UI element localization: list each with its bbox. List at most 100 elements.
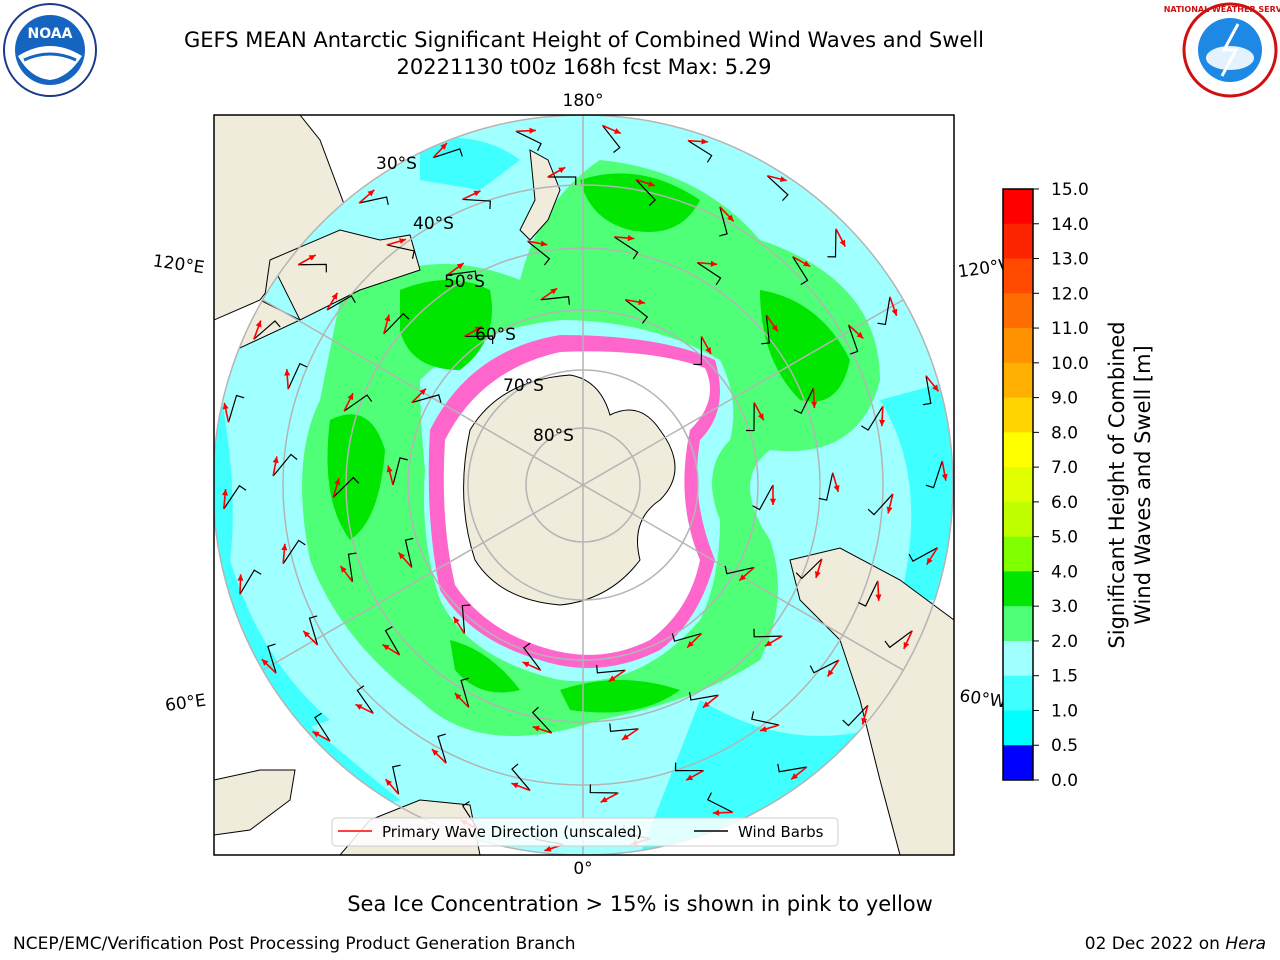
colorbar-tick-label: 0.5 bbox=[1051, 736, 1078, 756]
wind-barb bbox=[326, 294, 356, 311]
colorbar-cell bbox=[1003, 675, 1033, 711]
wind-barb bbox=[877, 296, 891, 326]
colorbar-tick-label: 6.0 bbox=[1051, 493, 1078, 513]
wave-arrow-head bbox=[827, 669, 834, 677]
wind-barb bbox=[383, 312, 410, 335]
wind-barb bbox=[922, 375, 932, 406]
wave-arrow-head bbox=[608, 675, 616, 682]
wind-barb bbox=[752, 484, 774, 511]
wind-barb bbox=[227, 394, 245, 423]
wind-barb bbox=[314, 712, 331, 742]
wind-barb bbox=[602, 125, 621, 153]
colorbar-cells bbox=[1003, 189, 1033, 781]
wave-arrow-head bbox=[926, 557, 933, 565]
wind-barb bbox=[818, 472, 834, 501]
wave-arrow-head bbox=[686, 774, 694, 781]
wind-barb bbox=[462, 198, 491, 210]
wind-barb bbox=[696, 262, 722, 286]
wave-arrow-head bbox=[398, 552, 405, 560]
wind-barb bbox=[359, 196, 389, 205]
colorbar-tick-label: 13.0 bbox=[1051, 250, 1089, 270]
wave-arrow-head bbox=[791, 773, 798, 780]
date-text: 02 Dec 2022 on bbox=[1084, 934, 1220, 954]
wave-arrow-head bbox=[861, 717, 868, 725]
lon-label-60e: 60°E bbox=[164, 691, 207, 716]
lat-label-70s: 70°S bbox=[503, 376, 544, 396]
wave-arrow-head bbox=[453, 616, 460, 624]
wind-barb bbox=[858, 580, 879, 607]
wave-arrow-head bbox=[558, 167, 566, 174]
wave-arrow-head bbox=[638, 299, 646, 306]
wind-barb bbox=[635, 179, 656, 206]
wind-barb bbox=[223, 484, 247, 510]
lat-label-30s: 30°S bbox=[376, 154, 417, 174]
wave-arrow-head bbox=[839, 239, 846, 247]
colorbar-cell bbox=[1003, 606, 1033, 642]
wave-arrow-head bbox=[621, 733, 629, 740]
wave-arrow-head bbox=[856, 331, 864, 339]
wind-barb bbox=[404, 537, 414, 568]
wave-arrow-head bbox=[879, 419, 886, 427]
wind-barb bbox=[347, 552, 357, 583]
lat-label-60s: 60°S bbox=[475, 325, 516, 345]
wave-arrow-head bbox=[803, 260, 811, 267]
wave-arrow-head bbox=[814, 571, 821, 578]
wind-barb bbox=[433, 148, 463, 159]
wave-arrow-head bbox=[347, 393, 354, 401]
legend-wind-label: Wind Barbs bbox=[738, 823, 824, 841]
wind-barb bbox=[384, 626, 401, 656]
wind-barb bbox=[308, 615, 319, 646]
wind-barb bbox=[461, 604, 471, 634]
map-frame bbox=[213, 114, 955, 856]
wave-arrow-head bbox=[431, 749, 439, 756]
wind-barb bbox=[531, 706, 553, 734]
colorbar-tick-label: 7.0 bbox=[1051, 458, 1078, 478]
wave-arrow-head bbox=[303, 630, 310, 638]
colorbar-tick-label: 5.0 bbox=[1051, 528, 1078, 548]
colorbar-tick-label: 1.0 bbox=[1051, 701, 1078, 721]
colorbar-tick-label: 2.0 bbox=[1051, 632, 1078, 652]
wave-arrow-head bbox=[261, 659, 269, 666]
map-legend: Primary Wave Direction (unscaled) Wind B… bbox=[331, 817, 839, 847]
wind-barb bbox=[239, 569, 262, 595]
wind-barb bbox=[392, 457, 408, 486]
wind-barb bbox=[766, 175, 789, 202]
colorbar-tick-label: 9.0 bbox=[1051, 389, 1078, 409]
colorbar-tick-label: 8.0 bbox=[1051, 423, 1078, 443]
wave-arrow-head bbox=[511, 782, 519, 789]
wind-barb bbox=[267, 643, 277, 674]
wind-barb bbox=[464, 335, 494, 345]
colorbar-cell bbox=[1003, 293, 1033, 329]
wind-barb bbox=[777, 763, 807, 773]
lon-label-0: 0° bbox=[573, 859, 592, 879]
wave-arrow-head bbox=[419, 388, 427, 396]
wave-arrow-head bbox=[779, 176, 787, 183]
colorbar-tick-label: 1.5 bbox=[1051, 667, 1078, 687]
wind-barb bbox=[547, 176, 577, 185]
wave-arrow-head bbox=[334, 478, 341, 486]
wave-arrow-head bbox=[272, 456, 279, 464]
colorbar-cell bbox=[1003, 189, 1033, 225]
wave-arrow-head bbox=[600, 796, 608, 803]
legend-wave-label: Primary Wave Direction (unscaled) bbox=[382, 823, 642, 841]
wave-arrow-head bbox=[281, 543, 288, 551]
wave-arrow-head bbox=[875, 594, 882, 601]
lat-label-50s: 50°S bbox=[444, 272, 485, 292]
wave-arrow-head bbox=[222, 489, 229, 496]
credit-text: NCEP/EMC/Verification Post Processing Pr… bbox=[13, 934, 576, 954]
colorbar-tick-label: 11.0 bbox=[1051, 319, 1089, 339]
map-plot-area bbox=[214, 115, 954, 855]
wind-barb bbox=[671, 632, 702, 642]
wind-barb bbox=[437, 733, 447, 764]
wave-arrow-head bbox=[222, 402, 229, 410]
wind-barb bbox=[792, 256, 809, 286]
wind-barb bbox=[795, 558, 823, 580]
wind-barb bbox=[847, 324, 859, 355]
wave-arrow-head bbox=[701, 138, 708, 145]
wave-arrow-head bbox=[529, 127, 536, 134]
wind-barb bbox=[867, 493, 894, 516]
wind-barb bbox=[386, 244, 415, 259]
wave-arrow-head bbox=[769, 498, 777, 505]
wave-arrow-head bbox=[255, 320, 262, 328]
wave-arrow-head bbox=[710, 260, 718, 267]
